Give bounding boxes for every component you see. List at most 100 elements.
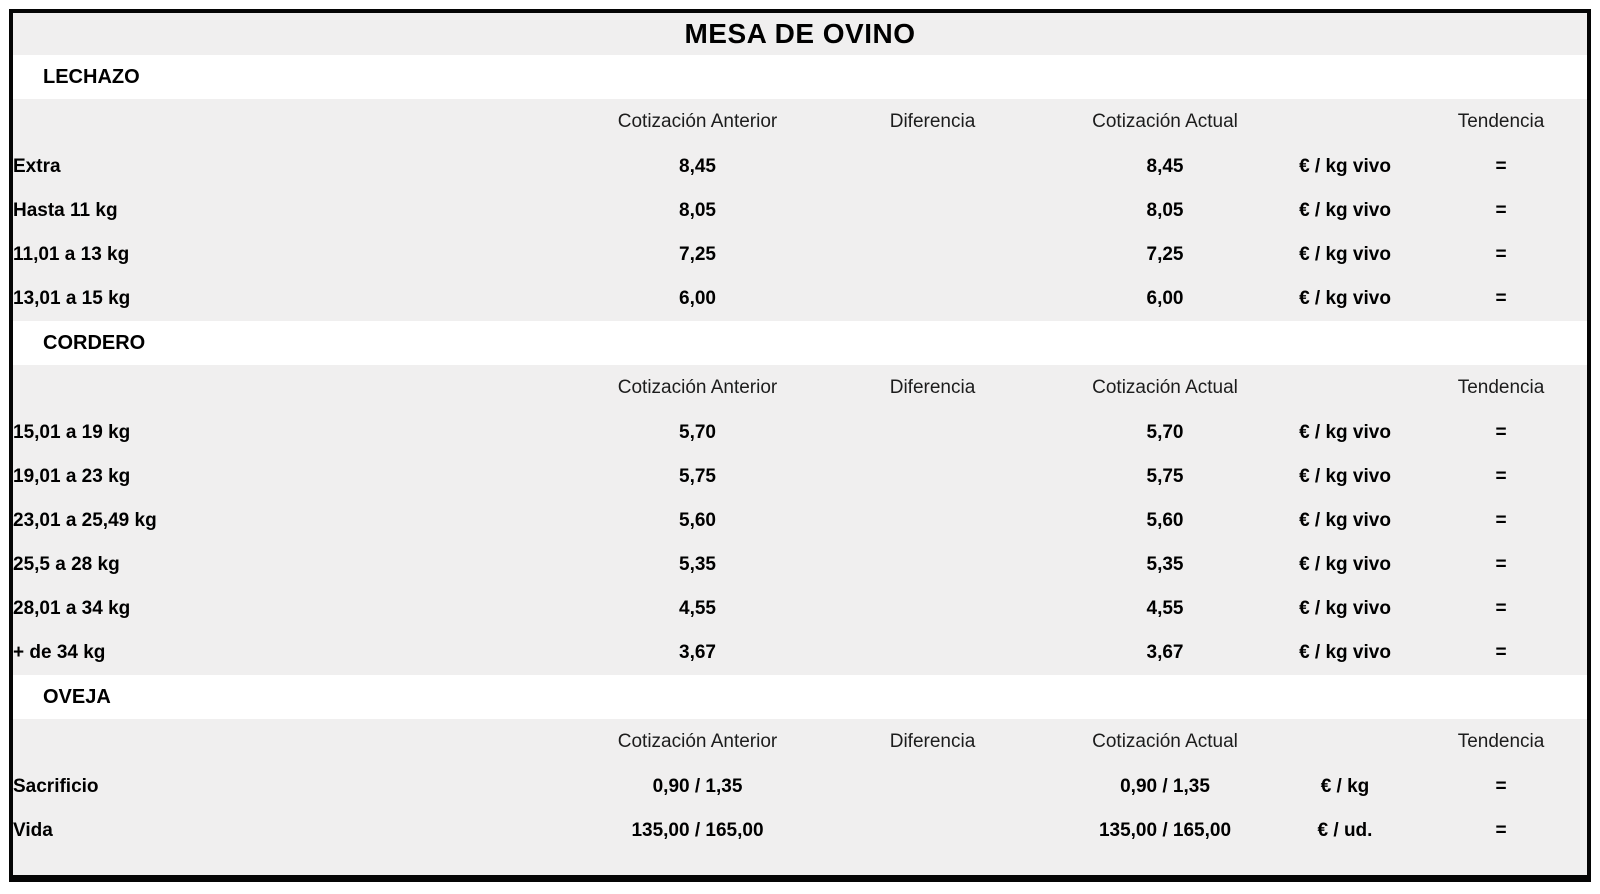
cell-cotizacion-actual: 5,75 bbox=[1146, 466, 1184, 487]
section-body: Cotización Anterior Diferencia Cotizació… bbox=[13, 99, 1587, 321]
row-label: 15,01 a 19 kg bbox=[13, 422, 131, 443]
cell-cotizacion-actual: 5,70 bbox=[1146, 422, 1184, 443]
cell-tendencia: = bbox=[1495, 642, 1507, 663]
col-header-cotizacion-actual: Cotización Actual bbox=[1092, 731, 1238, 752]
table-row: 28,01 a 34 kg 4,55 4,55 € / kg vivo = bbox=[13, 587, 1587, 631]
row-label: Hasta 11 kg bbox=[13, 200, 118, 221]
cell-tendencia: = bbox=[1495, 288, 1507, 309]
row-label: 11,01 a 13 kg bbox=[13, 244, 130, 265]
cell-unit: € / kg vivo bbox=[1299, 510, 1391, 531]
cell-diferencia bbox=[810, 277, 1055, 321]
cell-diferencia bbox=[810, 233, 1055, 277]
cell-cotizacion-anterior: 6,00 bbox=[679, 288, 716, 309]
cell-unit: € / kg vivo bbox=[1299, 288, 1391, 309]
cell-diferencia bbox=[810, 809, 1055, 853]
row-label: Vida bbox=[13, 820, 53, 841]
cell-unit: € / kg vivo bbox=[1299, 244, 1391, 265]
cell-diferencia bbox=[810, 631, 1055, 675]
row-label: Extra bbox=[13, 156, 61, 177]
row-label: + de 34 kg bbox=[13, 642, 106, 663]
cell-cotizacion-actual: 7,25 bbox=[1146, 244, 1184, 265]
cell-diferencia bbox=[810, 145, 1055, 189]
table-row: Hasta 11 kg 8,05 8,05 € / kg vivo = bbox=[13, 189, 1587, 233]
price-section: LECHAZO Cotización Anterior Diferencia bbox=[13, 55, 1587, 321]
table-row: Extra 8,45 8,45 € / kg vivo = bbox=[13, 145, 1587, 189]
col-header-tendencia: Tendencia bbox=[1457, 377, 1545, 398]
cell-cotizacion-actual: 8,45 bbox=[1146, 156, 1184, 177]
cell-tendencia: = bbox=[1495, 200, 1507, 221]
cell-cotizacion-actual: 0,90 / 1,35 bbox=[1120, 776, 1210, 797]
table-row: 15,01 a 19 kg 5,70 5,70 € / kg vivo = bbox=[13, 411, 1587, 455]
section-title: OVEJA bbox=[13, 675, 1587, 719]
cell-cotizacion-anterior: 8,45 bbox=[679, 156, 716, 177]
col-header-cotizacion-anterior: Cotización Anterior bbox=[617, 731, 778, 752]
cell-cotizacion-anterior: 0,90 / 1,35 bbox=[652, 776, 743, 797]
cell-unit: € / kg vivo bbox=[1299, 642, 1391, 663]
table-row: Vida 135,00 / 165,00 135,00 / 165,00 € /… bbox=[13, 809, 1587, 853]
price-table: Cotización Anterior Diferencia Cotizació… bbox=[13, 99, 1587, 321]
cell-diferencia bbox=[810, 411, 1055, 455]
table-row: + de 34 kg 3,67 3,67 € / kg vivo = bbox=[13, 631, 1587, 675]
cell-diferencia bbox=[810, 189, 1055, 233]
col-header-tendencia: Tendencia bbox=[1457, 731, 1545, 752]
cell-unit: € / kg vivo bbox=[1299, 200, 1391, 221]
col-header-cotizacion-actual: Cotización Actual bbox=[1092, 111, 1238, 132]
cell-tendencia: = bbox=[1495, 466, 1507, 487]
cell-tendencia: = bbox=[1495, 244, 1507, 265]
cell-unit: € / kg vivo bbox=[1299, 422, 1391, 443]
cell-cotizacion-anterior: 5,75 bbox=[679, 466, 716, 487]
cell-tendencia: = bbox=[1495, 510, 1507, 531]
col-header-unit bbox=[1275, 365, 1415, 411]
col-header-unit bbox=[1275, 99, 1415, 145]
cell-tendencia: = bbox=[1495, 820, 1507, 841]
cell-cotizacion-actual: 6,00 bbox=[1146, 288, 1184, 309]
table-row: 25,5 a 28 kg 5,35 5,35 € / kg vivo = bbox=[13, 543, 1587, 587]
cell-diferencia bbox=[810, 499, 1055, 543]
col-header-label bbox=[13, 99, 585, 145]
cell-cotizacion-anterior: 8,05 bbox=[679, 200, 716, 221]
ovino-price-sheet: MESA DE OVINO LECHAZO Cotización Anterio… bbox=[9, 9, 1591, 882]
col-header-unit bbox=[1275, 719, 1415, 765]
row-label: 13,01 a 15 kg bbox=[13, 288, 131, 309]
price-section: OVEJA Cotización Anterior Diferencia bbox=[13, 675, 1587, 875]
cell-cotizacion-anterior: 4,55 bbox=[679, 598, 716, 619]
price-table: Cotización Anterior Diferencia Cotizació… bbox=[13, 365, 1587, 675]
cell-cotizacion-anterior: 5,60 bbox=[679, 510, 716, 531]
row-label: Sacrificio bbox=[13, 776, 99, 797]
cell-tendencia: = bbox=[1495, 776, 1507, 797]
row-label: 19,01 a 23 kg bbox=[13, 466, 131, 487]
cell-unit: € / kg vivo bbox=[1299, 156, 1391, 177]
price-table: Cotización Anterior Diferencia Cotizació… bbox=[13, 719, 1587, 853]
cell-cotizacion-anterior: 7,25 bbox=[679, 244, 716, 265]
col-header-diferencia: Diferencia bbox=[889, 731, 976, 752]
cell-tendencia: = bbox=[1495, 554, 1507, 575]
section-title: CORDERO bbox=[13, 321, 1587, 365]
cell-cotizacion-actual: 5,35 bbox=[1146, 554, 1184, 575]
cell-cotizacion-actual: 3,67 bbox=[1146, 642, 1184, 663]
header-row: Cotización Anterior Diferencia Cotizació… bbox=[13, 365, 1587, 411]
section-title: LECHAZO bbox=[13, 55, 1587, 99]
cell-diferencia bbox=[810, 765, 1055, 809]
table-row: 23,01 a 25,49 kg 5,60 5,60 € / kg vivo = bbox=[13, 499, 1587, 543]
cell-unit: € / kg vivo bbox=[1299, 466, 1391, 487]
cell-unit: € / ud. bbox=[1317, 820, 1373, 841]
sections-container: LECHAZO Cotización Anterior Diferencia bbox=[13, 55, 1587, 875]
cell-unit: € / kg vivo bbox=[1299, 554, 1391, 575]
col-header-cotizacion-actual: Cotización Actual bbox=[1092, 377, 1238, 398]
table-row: 19,01 a 23 kg 5,75 5,75 € / kg vivo = bbox=[13, 455, 1587, 499]
cell-unit: € / kg bbox=[1320, 776, 1370, 797]
col-header-cotizacion-anterior: Cotización Anterior bbox=[617, 377, 778, 398]
row-label: 23,01 a 25,49 kg bbox=[13, 510, 157, 531]
cell-cotizacion-actual: 4,55 bbox=[1146, 598, 1184, 619]
cell-tendencia: = bbox=[1495, 156, 1507, 177]
table-row: 11,01 a 13 kg 7,25 7,25 € / kg vivo = bbox=[13, 233, 1587, 277]
cell-unit: € / kg vivo bbox=[1299, 598, 1391, 619]
col-header-label bbox=[13, 365, 585, 411]
col-header-diferencia: Diferencia bbox=[889, 111, 976, 132]
table-row: 13,01 a 15 kg 6,00 6,00 € / kg vivo = bbox=[13, 277, 1587, 321]
col-header-tendencia: Tendencia bbox=[1457, 111, 1545, 132]
cell-diferencia bbox=[810, 587, 1055, 631]
row-label: 28,01 a 34 kg bbox=[13, 598, 131, 619]
price-section: CORDERO Cotización Anterior Diferencia bbox=[13, 321, 1587, 675]
cell-cotizacion-anterior: 5,70 bbox=[679, 422, 716, 443]
